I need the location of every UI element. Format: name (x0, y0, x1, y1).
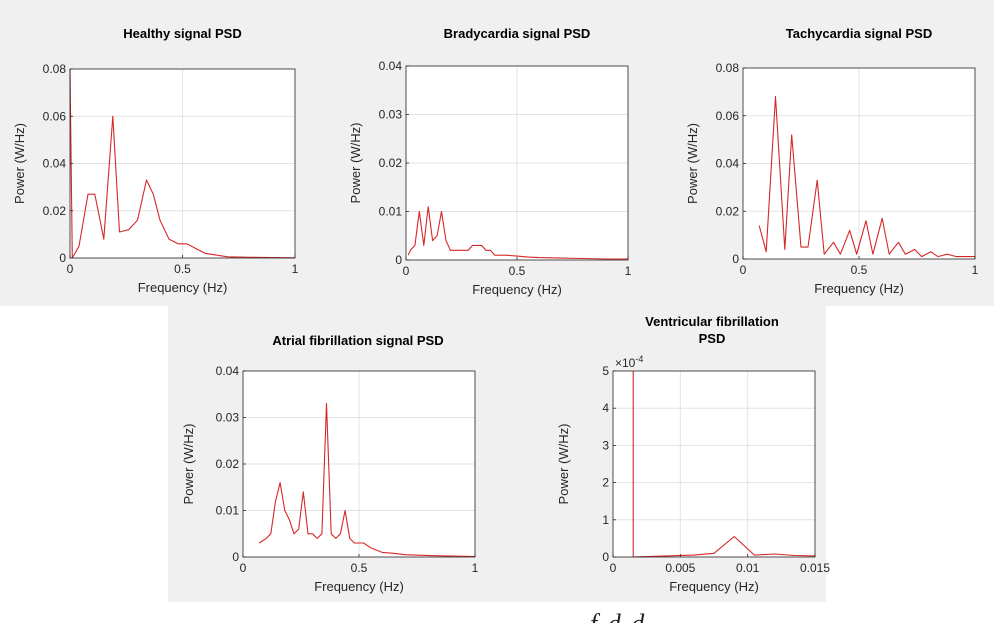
x-tick-label: 0 (740, 263, 747, 277)
axes-frame (612, 370, 816, 558)
chart-title: PSD (699, 331, 726, 346)
y-tick-label: 0 (232, 550, 239, 564)
x-axis-label: Frequency (Hz) (472, 282, 562, 297)
x-tick-label: 0 (403, 264, 410, 278)
y-tick-label: 0.06 (716, 109, 740, 123)
y-tick-label: 0.08 (716, 61, 740, 75)
chart-title: Bradycardia signal PSD (444, 26, 591, 41)
x-axis-label: Frequency (Hz) (814, 281, 904, 296)
chart-title: Tachycardia signal PSD (786, 26, 932, 41)
x-tick-label: 0.5 (509, 264, 526, 278)
y-tick-label: 0.02 (716, 204, 740, 218)
psd-series-line (632, 371, 816, 558)
y-tick-label: 0.08 (43, 62, 67, 76)
x-tick-label: 0.01 (736, 561, 760, 575)
x-tick-label: 1 (292, 262, 299, 276)
psd-series-line (69, 68, 296, 259)
x-axis-label: Frequency (Hz) (138, 280, 228, 295)
x-tick-label: 0.005 (665, 561, 695, 575)
chart-title: Ventricular fibrillation (645, 314, 779, 329)
y-tick-label: 0.04 (379, 59, 403, 73)
y-tick-label: 0.01 (379, 205, 403, 219)
caption-fragment: f d d (590, 606, 930, 623)
x-tick-label: 1 (625, 264, 632, 278)
x-tick-label: 0.5 (851, 263, 868, 277)
x-axis-label: Frequency (Hz) (314, 579, 404, 594)
y-axis-label: Power (W/Hz) (556, 424, 571, 505)
y-tick-label: 1 (602, 513, 609, 527)
y-axis-label: Power (W/Hz) (12, 123, 27, 204)
y-tick-label: 5 (602, 364, 609, 378)
y-tick-label: 0 (395, 253, 402, 267)
y-tick-label: 0.04 (216, 364, 240, 378)
y-exponent-base: ×10 (615, 356, 636, 370)
y-tick-label: 4 (602, 401, 609, 415)
y-tick-label: 0.04 (716, 157, 740, 171)
y-tick-label: 0.03 (379, 108, 403, 122)
y-tick-label: 2 (602, 476, 609, 490)
y-tick-label: 0 (732, 252, 739, 266)
y-tick-label: 0 (59, 251, 66, 265)
x-tick-label: 1 (972, 263, 979, 277)
y-tick-label: 0 (602, 550, 609, 564)
psd-series-line (258, 402, 476, 558)
y-tick-label: 0.03 (216, 411, 240, 425)
y-exponent-label: ×10-4 (615, 354, 643, 370)
y-tick-label: 0.06 (43, 109, 67, 123)
y-axis-label: Power (W/Hz) (348, 123, 363, 204)
x-tick-label: 0.5 (174, 262, 191, 276)
x-tick-label: 0 (240, 561, 247, 575)
y-axis-label: Power (W/Hz) (685, 123, 700, 204)
chart-title: Healthy signal PSD (123, 26, 241, 41)
y-tick-label: 3 (602, 438, 609, 452)
x-tick-label: 0 (67, 262, 74, 276)
psd-series-line (407, 206, 628, 260)
plot-area (613, 371, 815, 557)
psd-series-line (758, 96, 975, 258)
y-tick-label: 0.01 (216, 504, 240, 518)
x-tick-label: 0.015 (800, 561, 830, 575)
chart-title: Atrial fibrillation signal PSD (272, 333, 443, 348)
y-tick-label: 0.02 (379, 156, 403, 170)
y-axis-label: Power (W/Hz) (181, 424, 196, 505)
y-exponent-power: -4 (635, 354, 643, 364)
x-tick-label: 0 (610, 561, 617, 575)
y-tick-label: 0.04 (43, 157, 67, 171)
y-tick-label: 0.02 (216, 457, 240, 471)
x-axis-label: Frequency (Hz) (669, 579, 759, 594)
x-tick-label: 1 (472, 561, 479, 575)
y-tick-label: 0.02 (43, 204, 67, 218)
x-tick-label: 0.5 (351, 561, 368, 575)
